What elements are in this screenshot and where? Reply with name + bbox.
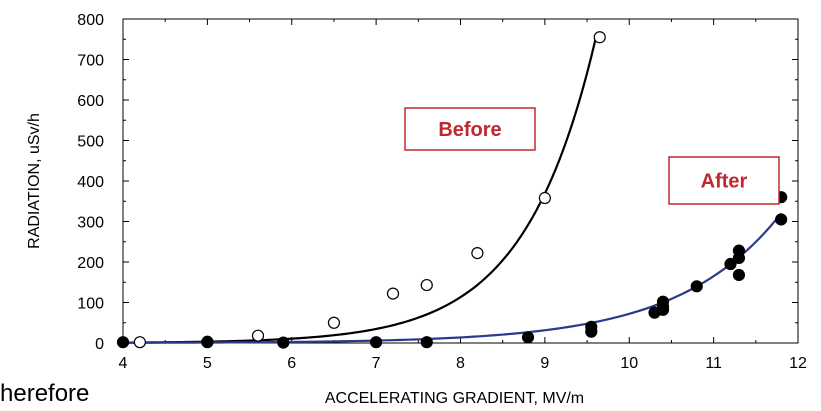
y-tick-label: 500 (77, 134, 104, 151)
before-data-point (386, 287, 400, 300)
x-tick-label: 12 (789, 355, 807, 372)
x-tick-label: 10 (620, 355, 638, 372)
after-label: After (701, 171, 748, 193)
after-data-point (277, 336, 290, 349)
before-data-point (327, 316, 341, 329)
after-data-point (116, 336, 130, 349)
x-tick-label: 9 (540, 355, 549, 372)
y-tick-label: 400 (77, 174, 104, 191)
y-tick-label: 0 (95, 336, 104, 353)
before-label: Before (438, 119, 501, 141)
before-data-point (133, 336, 146, 349)
y-tick-label: 300 (77, 215, 104, 232)
y-tick-label: 600 (77, 93, 104, 110)
cropped-text: herefore (0, 380, 89, 407)
x-tick-label: 4 (119, 355, 128, 372)
x-tick-label: 7 (372, 355, 381, 372)
after-data-point (690, 280, 703, 293)
x-axis-title: ACCELERATING GRADIENT, MV/m (325, 390, 584, 407)
before-data-point (471, 246, 484, 260)
after-data-point (732, 244, 746, 257)
x-tick-label: 8 (456, 355, 465, 372)
after-data-point (732, 268, 746, 282)
after-data-point (370, 336, 383, 349)
after-data-point (656, 295, 670, 308)
x-tick-label: 6 (287, 355, 296, 372)
after-data-point (201, 336, 214, 349)
before-data-point (593, 31, 606, 44)
after-data-point (521, 331, 535, 344)
y-tick-label: 800 (77, 12, 104, 29)
after-data-point (585, 320, 598, 333)
after-data-point (775, 213, 788, 226)
before-data-point (538, 191, 551, 205)
before-data-point (420, 278, 433, 292)
y-tick-label: 100 (77, 296, 104, 313)
before-label-box (404, 107, 536, 151)
x-tick-label: 5 (203, 355, 212, 372)
before-data-point (251, 329, 265, 342)
after-fit-curve (122, 212, 782, 344)
y-tick-label: 200 (77, 255, 104, 272)
y-axis-title: RADIATION, uSv/h (26, 113, 43, 249)
x-tick-label: 11 (705, 355, 722, 372)
after-data-point (724, 257, 737, 271)
before-fit-curve (122, 38, 597, 344)
after-data-point (420, 336, 433, 349)
y-tick-label: 700 (77, 53, 104, 70)
after-label-box (668, 156, 780, 205)
